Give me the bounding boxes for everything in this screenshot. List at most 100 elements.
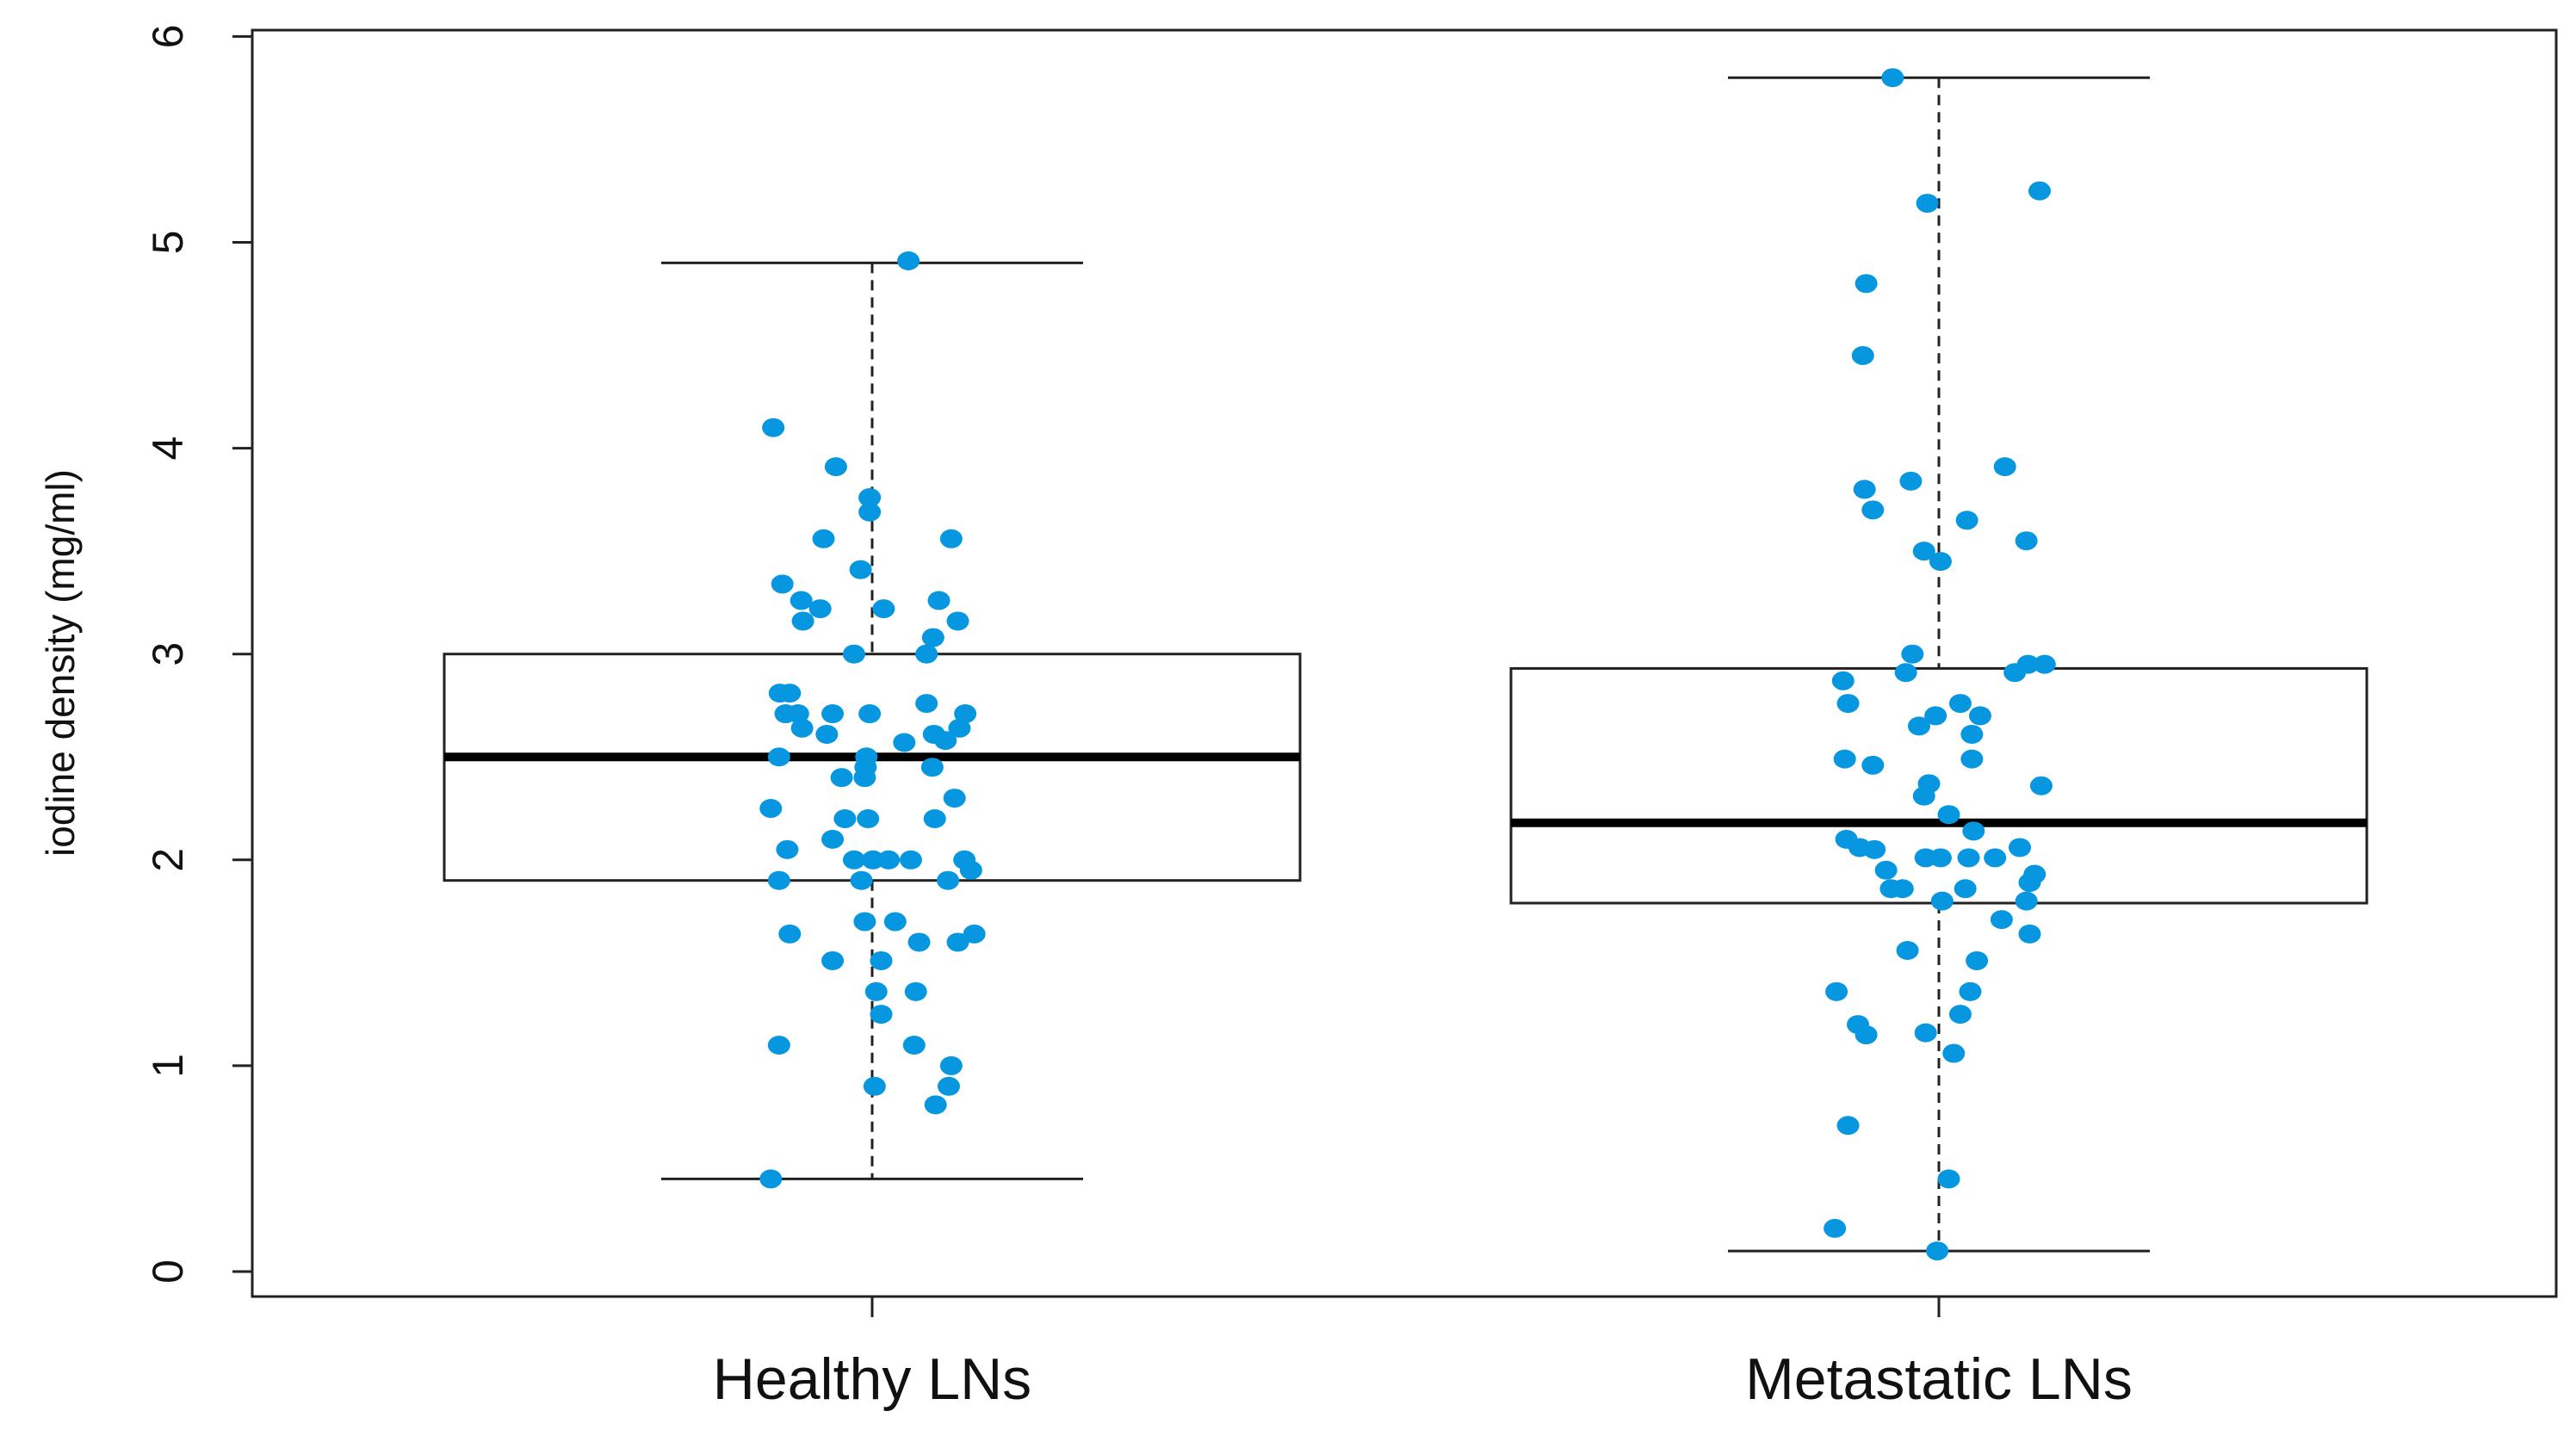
data-point <box>893 733 916 752</box>
data-point <box>762 418 785 437</box>
data-point <box>1836 1116 1860 1136</box>
data-point <box>778 684 802 703</box>
data-point <box>1912 786 1935 806</box>
x-tick-label: Healthy LNs <box>713 1346 1031 1412</box>
data-point <box>934 731 957 751</box>
data-point <box>824 457 847 477</box>
data-point <box>812 529 835 548</box>
data-point <box>863 1076 886 1096</box>
data-point <box>937 870 960 890</box>
data-point <box>821 950 845 970</box>
data-point <box>1926 1241 1949 1261</box>
data-point <box>1891 879 1914 899</box>
data-point <box>939 1055 963 1075</box>
y-tick-label: 6 <box>144 24 192 48</box>
data-point <box>1924 706 1947 726</box>
data-point <box>1899 471 1923 491</box>
data-points <box>759 68 2056 1261</box>
data-point <box>1894 663 1917 683</box>
data-point <box>861 850 884 870</box>
data-point <box>1831 671 1855 690</box>
data-point <box>939 529 963 548</box>
data-point <box>959 860 982 880</box>
data-point <box>927 591 951 610</box>
y-tick-label: 3 <box>144 642 192 666</box>
data-point <box>1990 910 2013 930</box>
data-point <box>1929 848 1952 868</box>
data-point <box>902 1035 926 1055</box>
data-point <box>1960 724 1984 744</box>
data-point <box>2008 838 2031 857</box>
data-point <box>776 839 799 859</box>
data-point <box>1948 694 1972 714</box>
data-point <box>778 924 802 944</box>
data-point <box>1896 941 1919 961</box>
plot-frame <box>251 28 2558 1298</box>
data-point <box>1861 755 1885 775</box>
data-point <box>1954 879 1977 899</box>
data-point <box>864 981 888 1001</box>
data-point <box>1962 821 1985 841</box>
data-point <box>857 808 880 828</box>
data-point <box>759 799 783 819</box>
data-point <box>870 950 893 970</box>
data-point <box>808 599 832 619</box>
y-tick-label: 0 <box>144 1260 192 1284</box>
data-point <box>767 747 790 767</box>
data-point <box>870 1005 893 1024</box>
data-point <box>1957 848 1980 868</box>
data-point <box>1881 68 1904 88</box>
data-point <box>815 724 839 744</box>
data-point <box>821 829 845 849</box>
data-point <box>853 912 876 932</box>
data-point <box>2015 891 2038 911</box>
y-axis-label: iodine density (mg/ml) <box>38 469 83 857</box>
data-point <box>963 924 986 944</box>
data-point <box>924 1095 947 1115</box>
y-tick-label: 2 <box>144 848 192 872</box>
y-axis: 0 1 2 3 4 5 6 <box>144 24 252 1284</box>
data-point <box>790 591 813 610</box>
data-point <box>759 1169 783 1189</box>
data-point <box>1833 749 1856 769</box>
data-point <box>1916 194 1939 214</box>
data-point <box>2018 924 2041 944</box>
y-tick-label: 5 <box>144 231 192 255</box>
data-point <box>790 718 814 738</box>
data-point <box>938 1076 961 1096</box>
data-point <box>1863 839 1886 859</box>
data-point <box>946 932 969 952</box>
data-point <box>1855 274 1878 294</box>
data-point <box>1825 981 1848 1001</box>
data-point <box>2028 181 2051 201</box>
data-point <box>872 599 895 619</box>
data-point <box>2029 776 2053 795</box>
data-point <box>1836 694 1860 714</box>
data-point <box>946 611 969 631</box>
data-point <box>767 1035 790 1055</box>
data-point <box>858 502 882 522</box>
data-point <box>1966 950 1989 970</box>
data-point <box>858 704 882 724</box>
x-tick-label: Metastatic LNs <box>1745 1346 2133 1412</box>
data-point <box>1853 480 1876 499</box>
data-point <box>920 758 944 777</box>
data-point <box>1874 860 1898 880</box>
data-point <box>1914 1023 1937 1043</box>
data-point <box>1930 891 1954 911</box>
data-point <box>907 932 931 952</box>
data-point <box>1948 1005 1972 1024</box>
data-point <box>1960 749 1984 769</box>
data-point <box>954 704 977 724</box>
y-tick-label: 4 <box>144 436 192 461</box>
data-point <box>842 850 865 870</box>
data-point <box>915 644 938 664</box>
data-point <box>842 644 865 664</box>
data-point <box>899 850 922 870</box>
data-point <box>833 808 857 828</box>
data-point <box>849 560 872 579</box>
data-point <box>853 768 876 788</box>
data-point <box>1851 346 1874 366</box>
data-point <box>1929 552 1952 572</box>
